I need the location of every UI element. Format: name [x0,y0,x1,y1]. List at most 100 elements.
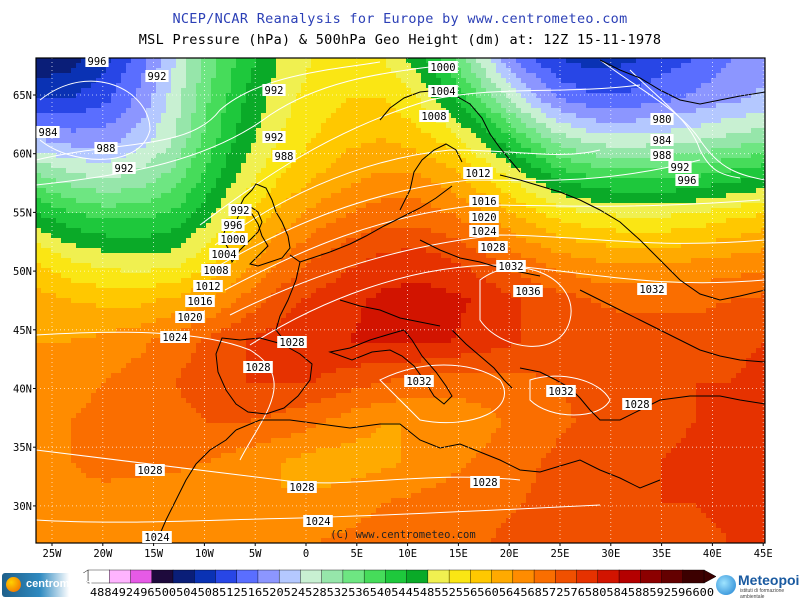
isobar-value-label: 1028 [135,464,165,477]
coastline [289,185,453,263]
isobar-value-label: 1036 [513,285,543,298]
isobar-value-label: 1028 [243,361,273,374]
colorbar-swatch [194,569,216,584]
lon-label: 10E [398,548,417,560]
isobar-line [629,69,741,179]
isobar-value-label: 1032 [496,260,526,273]
lat-label: 30N [13,501,32,513]
isobar-value-label: 1012 [463,167,493,180]
isobar-value-label: 1020 [469,211,499,224]
isobar-value-label: 1008 [419,110,449,123]
colorbar-swatch [618,569,641,584]
coastline [275,261,301,341]
lon-label: 45E [754,548,773,560]
isobar-value-label: 992 [228,204,252,217]
isobar-value-label: 1004 [209,248,239,261]
isobar-value-label: 1016 [185,295,215,308]
colorbar-swatch [597,569,620,584]
lon-label: 15E [449,548,468,560]
isobar-value-label: 1024 [303,515,333,528]
lon-label: 5E [350,548,363,560]
colorbar-swatch [682,569,705,584]
colorbar-swatch [215,569,238,584]
coastline [499,174,765,301]
colorbar-swatch [342,569,365,584]
isobar-line [219,159,701,266]
colorbar-swatch [385,569,408,584]
colorbar-swatch [406,569,429,584]
colorbar-swatch [491,569,514,584]
isobar-value-label: 1020 [175,311,205,324]
colorbar-swatch [236,569,259,584]
coastline [379,89,521,173]
colorbar-swatch [130,569,153,584]
colorbar-swatch [661,569,684,584]
colorbar-swatch [555,569,578,584]
lat-label: 55N [13,207,32,219]
copyright-text: (C) www.centrometeo.com [330,529,475,541]
lat-label: 35N [13,442,32,454]
isobar-value-label: 984 [650,134,674,147]
isobar-value-label: 980 [650,113,674,126]
isobar-value-label: 1012 [193,280,223,293]
isobar-line [36,449,521,484]
isobar-value-label: 992 [145,70,169,83]
lat-label: 45N [13,325,32,337]
coastline [155,429,237,543]
lat-label: 65N [13,90,32,102]
colorbar-swatch [321,569,344,584]
colorbar-swatch [172,569,195,584]
isobar-value-label: 1032 [546,385,576,398]
colorbar-swatch [512,569,535,584]
lon-label: 10W [195,548,215,560]
map-title: NCEP/NCAR Reanalysis for Europe by www.c… [172,11,628,27]
isobar-value-label: 1028 [287,481,317,494]
colorbar-swatch [448,569,471,584]
coastline [328,329,453,405]
colorbar [77,569,717,584]
isobar-value-label: 1028 [478,241,508,254]
lat-label: 60N [13,149,32,161]
isobar-value-label: 1008 [201,264,231,277]
isobar-value-label: 988 [650,149,674,162]
isobar-value-label: 1032 [637,283,667,296]
centrometeo-logo: centrometeo [2,573,92,597]
lon-label: 5W [249,548,262,560]
coastline [579,289,765,363]
isobar-line [214,149,601,246]
colorbar-swatch [427,569,450,584]
lon-label: 35E [652,548,671,560]
isobar-value-label: 1000 [428,61,458,74]
colorbar-swatch [470,569,493,584]
lon-label: 25W [43,548,63,560]
isobar-value-label: 1028 [277,336,307,349]
isobar-value-label: 996 [85,55,109,68]
colorbar-swatch [640,569,663,584]
lon-label: 25E [551,548,570,560]
colorbar-labels: 4884924965005045085125165205245285325365… [90,587,714,599]
isobar-value-label: 984 [36,126,60,139]
coastline [451,329,513,389]
colorbar-swatch [363,569,386,584]
isobar-value-label: 1024 [469,225,499,238]
isobar-value-label: 996 [221,219,245,232]
colorbar-swatch [300,569,323,584]
meteopoint-logo: Meteopointistituti di formazione ambient… [712,572,800,600]
isobar-value-label: 996 [675,174,699,187]
lon-label: 20W [93,548,113,560]
lon-label: 30E [601,548,620,560]
isobar-value-label: 1024 [160,331,190,344]
coastline [235,419,661,489]
isobar-value-label: 1024 [142,531,172,544]
isobar-value-label: 992 [262,84,286,97]
colorbar-swatch [151,569,174,584]
isobar-value-label: 992 [112,162,136,175]
isobar-line [229,234,765,316]
coastline [237,183,291,267]
isobar-value-label: 992 [668,161,692,174]
colorbar-swatch [576,569,599,584]
colorbar-swatch [109,569,131,584]
map-subtitle: MSL Pressure (hPa) & 500hPa Geo Height (… [138,32,662,48]
isobar-value-label: 1032 [404,375,434,388]
